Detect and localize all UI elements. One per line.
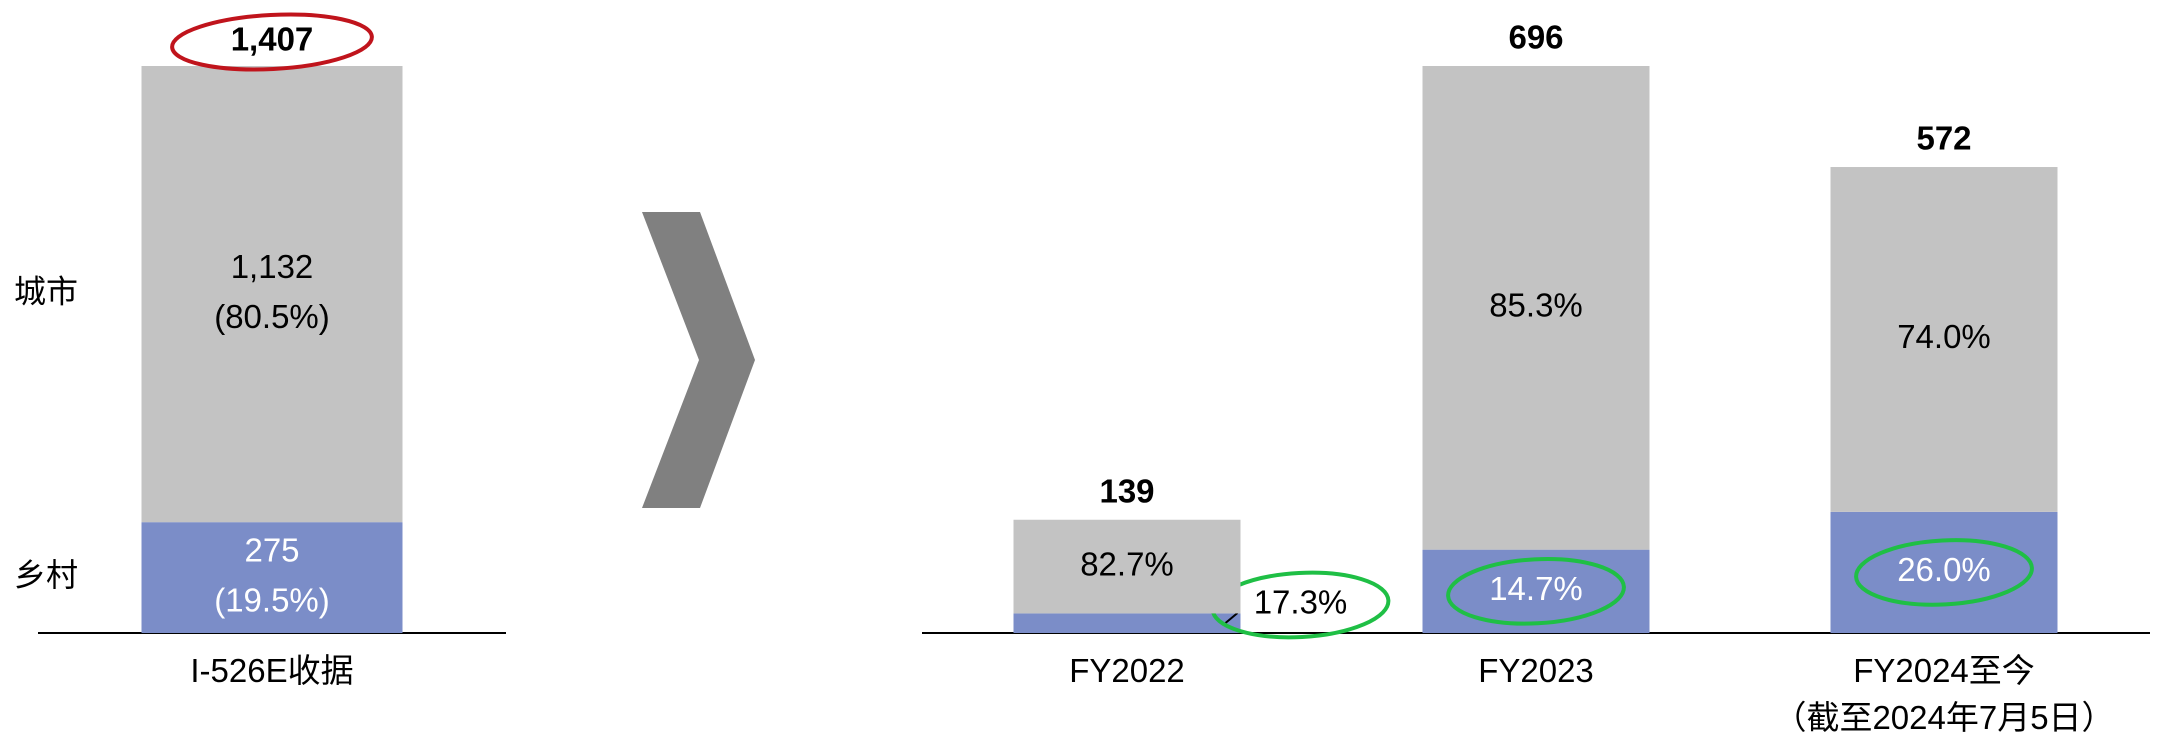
- share-label: (19.5%): [214, 581, 330, 618]
- bar-segment: [141, 522, 403, 633]
- value-label: 17.3%: [1254, 584, 1348, 621]
- value-label: 82.7%: [1080, 545, 1174, 582]
- leader-line: [1224, 612, 1239, 624]
- share-label: (80.5%): [214, 298, 330, 335]
- category-label: FY2023: [1478, 652, 1594, 689]
- bar-segment: [1013, 613, 1241, 633]
- value-label: 74.0%: [1897, 318, 1991, 355]
- total-label: 139: [1099, 472, 1154, 509]
- bar-segment: [1013, 519, 1241, 614]
- value-label: 26.0%: [1897, 551, 1991, 588]
- value-label: 85.3%: [1489, 287, 1583, 324]
- value-label: 275: [244, 531, 299, 568]
- bar-segment: [1422, 549, 1650, 633]
- bar-segment: [141, 66, 403, 523]
- value-label: 14.7%: [1489, 570, 1583, 607]
- value-label: 1,132: [231, 248, 314, 285]
- chevron-arrow: [642, 212, 755, 508]
- legend-label: 城市: [14, 274, 78, 310]
- category-label: I-526E收据: [190, 652, 354, 689]
- bar-segment: [1830, 511, 2058, 633]
- total-label: 1,407: [231, 21, 314, 58]
- category-label: FY2024至今 （截至2024年7月5日）: [1773, 652, 2115, 736]
- hand-drawn-circle: [1854, 538, 2034, 607]
- bar-segment: [1422, 66, 1650, 550]
- hand-drawn-circle: [1446, 557, 1626, 626]
- legend-label: 乡村: [14, 557, 78, 593]
- category-label: FY2022: [1069, 652, 1185, 689]
- total-label: 696: [1508, 19, 1563, 56]
- hand-drawn-circle: [170, 12, 374, 72]
- bar-segment: [1830, 167, 2058, 512]
- total-label: 572: [1916, 120, 1971, 157]
